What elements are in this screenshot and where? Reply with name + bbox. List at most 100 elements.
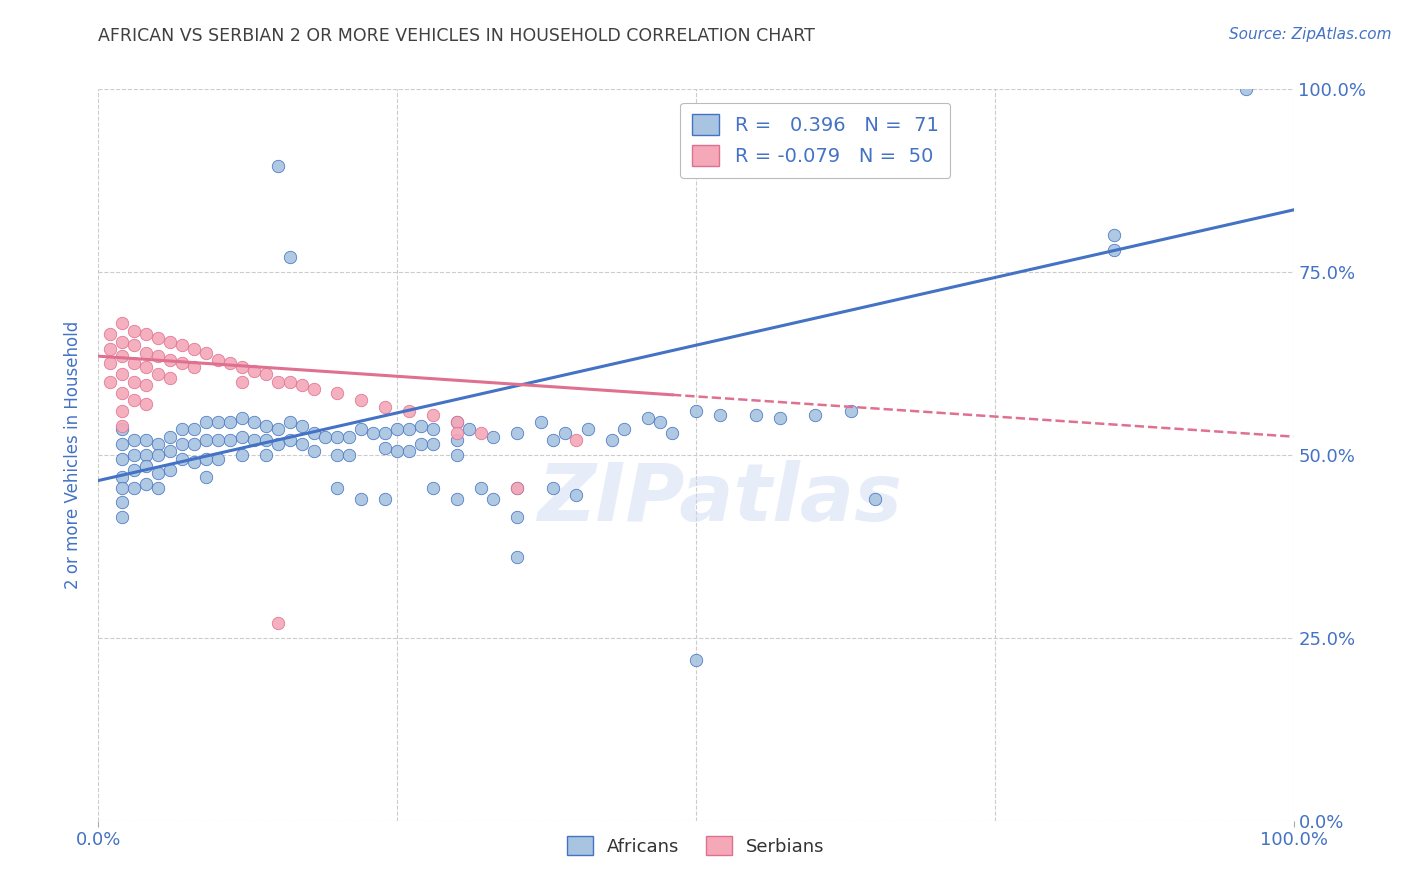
Point bbox=[111, 418, 134, 433]
Point bbox=[124, 338, 146, 352]
Point bbox=[135, 458, 157, 473]
Point bbox=[148, 349, 170, 363]
Point bbox=[278, 375, 301, 389]
Point bbox=[98, 327, 122, 342]
Point bbox=[194, 434, 218, 448]
Point bbox=[231, 360, 253, 375]
Point bbox=[219, 356, 242, 371]
Point bbox=[745, 408, 768, 422]
Point bbox=[194, 345, 218, 359]
Point bbox=[172, 437, 194, 451]
Point bbox=[446, 434, 468, 448]
Text: ZIPatlas: ZIPatlas bbox=[537, 459, 903, 538]
Point bbox=[661, 425, 683, 440]
Point bbox=[135, 448, 157, 462]
Point bbox=[148, 466, 170, 480]
Point bbox=[267, 616, 290, 631]
Point bbox=[302, 382, 325, 396]
Point bbox=[159, 334, 181, 349]
Text: AFRICAN VS SERBIAN 2 OR MORE VEHICLES IN HOUSEHOLD CORRELATION CHART: AFRICAN VS SERBIAN 2 OR MORE VEHICLES IN… bbox=[98, 27, 815, 45]
Point bbox=[385, 444, 409, 458]
Point bbox=[278, 251, 301, 265]
Point bbox=[398, 404, 420, 418]
Point bbox=[685, 653, 707, 667]
Point bbox=[111, 437, 134, 451]
Point bbox=[267, 159, 290, 173]
Point bbox=[768, 411, 790, 425]
Point bbox=[422, 481, 444, 495]
Point bbox=[148, 448, 170, 462]
Point bbox=[194, 415, 218, 429]
Point bbox=[148, 437, 170, 451]
Point bbox=[267, 437, 290, 451]
Point bbox=[124, 356, 146, 371]
Point bbox=[219, 434, 242, 448]
Legend: Africans, Serbians: Africans, Serbians bbox=[560, 829, 832, 863]
Point bbox=[278, 434, 301, 448]
Point bbox=[576, 422, 599, 436]
Y-axis label: 2 or more Vehicles in Household: 2 or more Vehicles in Household bbox=[65, 321, 83, 589]
Point bbox=[159, 462, 181, 476]
Point bbox=[863, 491, 887, 506]
Point bbox=[183, 455, 205, 469]
Point bbox=[135, 397, 157, 411]
Point bbox=[637, 411, 659, 425]
Point bbox=[506, 481, 529, 495]
Point bbox=[111, 481, 134, 495]
Point bbox=[111, 404, 134, 418]
Point bbox=[231, 411, 253, 425]
Point bbox=[111, 385, 134, 400]
Point bbox=[1102, 228, 1125, 243]
Point bbox=[374, 441, 396, 455]
Point bbox=[374, 491, 396, 506]
Point bbox=[207, 352, 229, 367]
Point bbox=[135, 477, 157, 491]
Point bbox=[148, 481, 170, 495]
Point bbox=[98, 342, 122, 356]
Point bbox=[172, 451, 194, 466]
Point bbox=[326, 430, 349, 444]
Point bbox=[243, 415, 266, 429]
Point bbox=[291, 437, 314, 451]
Point bbox=[148, 331, 170, 345]
Point bbox=[124, 434, 146, 448]
Point bbox=[541, 481, 564, 495]
Point bbox=[183, 437, 205, 451]
Point bbox=[207, 415, 229, 429]
Point bbox=[422, 422, 444, 436]
Point bbox=[470, 481, 492, 495]
Point bbox=[231, 448, 253, 462]
Point bbox=[231, 375, 253, 389]
Point bbox=[291, 418, 314, 433]
Point bbox=[506, 550, 529, 565]
Point bbox=[841, 404, 863, 418]
Point bbox=[446, 448, 468, 462]
Point bbox=[124, 481, 146, 495]
Point bbox=[411, 418, 433, 433]
Point bbox=[183, 360, 205, 375]
Point bbox=[194, 451, 218, 466]
Point bbox=[124, 393, 146, 408]
Point bbox=[231, 430, 253, 444]
Point bbox=[685, 404, 707, 418]
Point bbox=[243, 434, 266, 448]
Point bbox=[111, 495, 134, 509]
Point bbox=[267, 422, 290, 436]
Point bbox=[148, 368, 170, 382]
Point bbox=[350, 422, 373, 436]
Point bbox=[254, 368, 277, 382]
Point bbox=[111, 316, 134, 330]
Point bbox=[207, 434, 229, 448]
Point bbox=[135, 434, 157, 448]
Point bbox=[446, 425, 468, 440]
Point bbox=[481, 491, 505, 506]
Point bbox=[302, 444, 325, 458]
Point bbox=[1234, 82, 1257, 96]
Point bbox=[481, 430, 505, 444]
Point bbox=[648, 415, 672, 429]
Point bbox=[194, 470, 218, 484]
Point bbox=[422, 408, 444, 422]
Point bbox=[326, 385, 349, 400]
Point bbox=[446, 415, 468, 429]
Point bbox=[254, 448, 277, 462]
